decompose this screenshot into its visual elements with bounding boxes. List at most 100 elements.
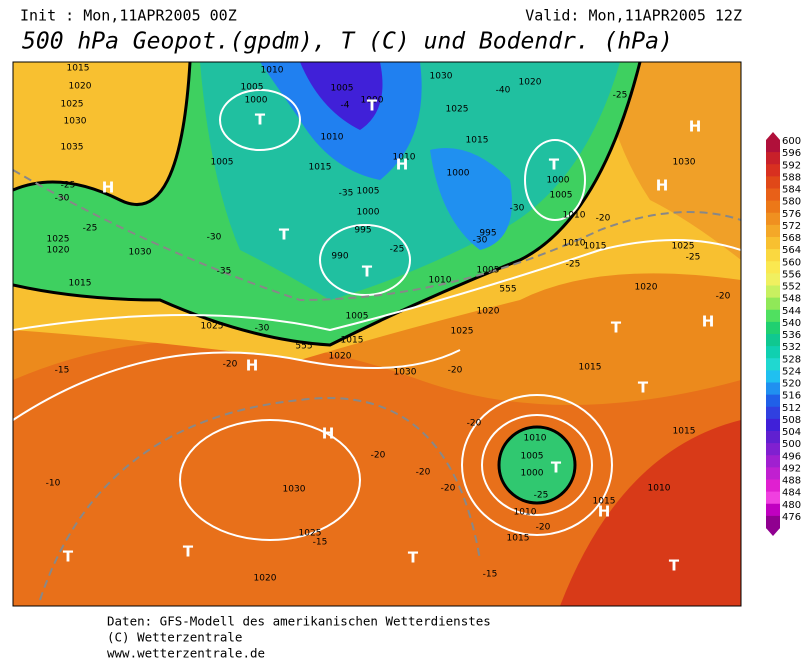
colorbar-swatch bbox=[766, 164, 780, 177]
isoline-label: 1000 bbox=[521, 469, 544, 479]
colorbar-swatch bbox=[766, 152, 780, 165]
colorbar-label: 596 bbox=[782, 148, 801, 159]
isoline-label: -30 bbox=[255, 324, 270, 334]
isoline-label: 1030 bbox=[64, 117, 87, 127]
isoline-label: 1015 bbox=[309, 163, 332, 173]
colorbar-swatch bbox=[766, 455, 780, 468]
isoline-label: 1030 bbox=[129, 248, 152, 258]
isoline-label: -25 bbox=[566, 260, 581, 270]
isoline-label: 1005 bbox=[211, 158, 234, 168]
isoline-label: -30 bbox=[473, 236, 488, 246]
colorbar: 6005965925885845805765725685645605565525… bbox=[766, 132, 801, 536]
colorbar-swatch bbox=[766, 309, 780, 323]
isoline-label: 1005 bbox=[357, 187, 380, 197]
colorbar-swatch bbox=[766, 346, 780, 359]
isoline-label: 1020 bbox=[329, 352, 352, 362]
colorbar-label: 560 bbox=[782, 257, 801, 268]
map-frame bbox=[12, 61, 742, 607]
isoline-label: 1005 bbox=[346, 312, 369, 322]
pressure-center: H bbox=[102, 179, 115, 197]
isoline-label: -25 bbox=[83, 224, 98, 234]
isoline-label: 1010 bbox=[321, 133, 344, 143]
colorbar-label: 500 bbox=[782, 439, 801, 450]
colorbar-label: 544 bbox=[782, 306, 801, 317]
isoline-label: -20 bbox=[536, 523, 551, 533]
isoline-label: 1035 bbox=[61, 143, 84, 153]
isoline-label: 1020 bbox=[635, 283, 658, 293]
isoline-label: 1015 bbox=[466, 136, 489, 146]
isoline-label: -20 bbox=[441, 484, 456, 494]
colorbar-swatch bbox=[766, 273, 780, 286]
footer-line: Daten: GFS-Modell des amerikanischen Wet… bbox=[107, 614, 491, 629]
isoline-label: -25 bbox=[534, 491, 549, 501]
colorbar-label: 492 bbox=[782, 463, 801, 474]
isoline-label: 1025 bbox=[47, 235, 70, 245]
isoline-label: -25 bbox=[613, 91, 628, 101]
footer-line: www.wetterzentrale.de bbox=[107, 646, 265, 658]
colorbar-label: 592 bbox=[782, 160, 801, 171]
colorbar-label: 532 bbox=[782, 342, 801, 353]
colorbar-label: 484 bbox=[782, 488, 801, 499]
isoline-label: 1030 bbox=[673, 158, 696, 168]
isoline-label: 1010 bbox=[514, 508, 537, 518]
colorbar-swatch bbox=[766, 503, 780, 517]
map-title: 500 hPa Geopot.(gpdm), T (C) und Bodendr… bbox=[22, 29, 673, 55]
isoline-label: -10 bbox=[46, 479, 61, 489]
colorbar-label: 584 bbox=[782, 185, 801, 196]
isoline-label: 995 bbox=[354, 226, 371, 236]
colorbar-cap bbox=[766, 528, 780, 536]
isoline-label: -25 bbox=[61, 181, 76, 191]
pressure-center: T bbox=[669, 557, 680, 575]
isoline-label: 1030 bbox=[394, 368, 417, 378]
isoline-label: 1010 bbox=[393, 153, 416, 163]
colorbar-swatch bbox=[766, 285, 780, 299]
colorbar-label: 548 bbox=[782, 294, 801, 305]
colorbar-label: 520 bbox=[782, 379, 801, 390]
isoline-label: -15 bbox=[55, 366, 70, 376]
colorbar-swatch bbox=[766, 297, 780, 311]
colorbar-swatch bbox=[766, 406, 780, 420]
colorbar-label: 564 bbox=[782, 245, 801, 256]
colorbar-label: 588 bbox=[782, 172, 801, 183]
colorbar-swatch bbox=[766, 358, 780, 371]
pressure-center: H bbox=[689, 118, 702, 136]
isoline-label: 1015 bbox=[593, 497, 616, 507]
isoline-label: -20 bbox=[223, 360, 238, 370]
isoline-label: 1025 bbox=[61, 100, 84, 110]
isoline-label: -30 bbox=[510, 204, 525, 214]
colorbar-label: 572 bbox=[782, 221, 801, 232]
isoline-label: -25 bbox=[390, 245, 405, 255]
colorbar-label: 540 bbox=[782, 318, 801, 329]
pressure-center: H bbox=[656, 177, 669, 195]
colorbar-swatch bbox=[766, 467, 780, 480]
isoline-label: 1005 bbox=[241, 83, 264, 93]
isoline-label: 1025 bbox=[446, 105, 469, 115]
isoline-label: 1020 bbox=[254, 574, 277, 584]
colorbar-swatch bbox=[766, 418, 780, 432]
isoline-label: -35 bbox=[339, 189, 354, 199]
colorbar-label: 536 bbox=[782, 330, 801, 341]
isoline-label: -15 bbox=[483, 570, 498, 580]
pressure-center: H bbox=[598, 503, 611, 521]
isoline-label: 1025 bbox=[299, 529, 322, 539]
isoline-label: 1005 bbox=[477, 266, 500, 276]
colorbar-label: 488 bbox=[782, 476, 801, 487]
isoline-label: 1015 bbox=[584, 242, 607, 252]
colorbar-label: 508 bbox=[782, 415, 801, 426]
isoline-label: 1015 bbox=[507, 534, 530, 544]
colorbar-label: 524 bbox=[782, 366, 801, 377]
colorbar-swatch bbox=[766, 212, 780, 226]
isoline-label: 1020 bbox=[519, 78, 542, 88]
isoline-label: 1015 bbox=[69, 279, 92, 289]
pressure-center: H bbox=[246, 357, 259, 375]
colorbar-label: 580 bbox=[782, 197, 801, 208]
isoline-label: -20 bbox=[716, 292, 731, 302]
colorbar-swatch bbox=[766, 443, 780, 456]
isoline-label: -20 bbox=[448, 366, 463, 376]
isoline-label: 1020 bbox=[47, 246, 70, 256]
isoline-label: 1010 bbox=[261, 66, 284, 76]
isoline-label: 990 bbox=[331, 252, 348, 262]
colorbar-swatch bbox=[766, 394, 780, 408]
isoline-label: -20 bbox=[371, 451, 386, 461]
